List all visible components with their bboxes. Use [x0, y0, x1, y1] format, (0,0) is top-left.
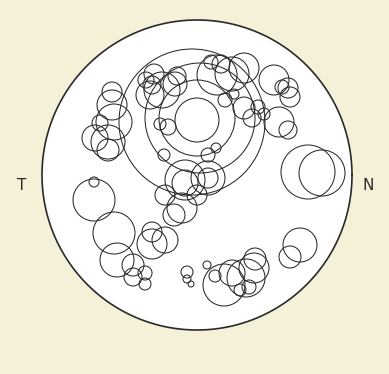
Text: T: T	[18, 178, 27, 193]
Circle shape	[42, 20, 352, 330]
Text: N: N	[362, 178, 374, 193]
